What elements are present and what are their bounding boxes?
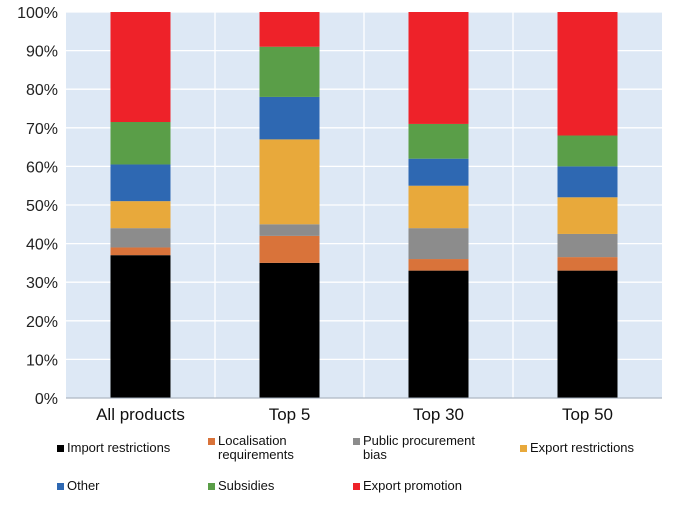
bar-segment-export-promotion (110, 12, 171, 123)
y-tick-label: 80% (26, 82, 58, 99)
bar-segment-import-restrictions (259, 262, 320, 398)
bar-segment-public-procurement-bias (259, 224, 320, 236)
legend-swatch-localisation-requirements (208, 438, 215, 445)
bar-segment-export-restrictions (110, 201, 171, 229)
bar-segment-import-restrictions (408, 270, 469, 398)
x-category-label: Top 30 (413, 405, 464, 424)
bar-segment-localisation-requirements (557, 257, 618, 271)
y-tick-label: 100% (17, 5, 58, 22)
legend-label-subsidies: Subsidies (218, 478, 275, 493)
stacked-bar-chart: 0% 10% 20% 30% 40% 50% 60% 70% 80% 90% 100% All pro… (17, 5, 662, 424)
legend-swatch-export-promotion (353, 483, 360, 490)
legend-item-export-promotion: Export promotion (353, 479, 462, 493)
bar-segment-public-procurement-bias (557, 233, 618, 258)
legend-label-export-promotion: Export promotion (363, 478, 462, 493)
legend-swatch-public-procurement-bias (353, 438, 360, 445)
x-category-label: All products (96, 405, 185, 424)
x-category-label: Top 5 (269, 405, 311, 424)
legend-item-export-restrictions: Export restrictions (520, 441, 634, 455)
y-tick-label: 10% (26, 352, 58, 369)
y-tick-label: 40% (26, 237, 58, 254)
bar-segment-export-restrictions (408, 185, 469, 229)
bar-segment-localisation-requirements (259, 235, 320, 263)
bar-segment-localisation-requirements (408, 259, 469, 271)
bar-segment-import-restrictions (110, 255, 171, 398)
legend-item-other: Other (57, 479, 100, 493)
legend-label-localisation-requirements: Localisation requirements (218, 433, 294, 462)
y-tick-label: 60% (26, 159, 58, 176)
bar-segment-localisation-requirements (110, 247, 171, 256)
legend-label-public-procurement-bias: Public procurement bias (363, 433, 475, 462)
legend-item-subsidies: Subsidies (208, 479, 274, 493)
legend-item-public-procurement-bias: Public procurement bias (353, 434, 475, 462)
bar-segment-other (259, 96, 320, 140)
y-tick-label: 90% (26, 44, 58, 61)
bar-segment-subsidies (259, 46, 320, 97)
bar-segment-other (408, 158, 469, 186)
bar-segment-export-restrictions (557, 197, 618, 234)
bar-segment-subsidies (408, 123, 469, 159)
bar-segment-public-procurement-bias (110, 228, 171, 248)
legend-swatch-export-restrictions (520, 445, 527, 452)
legend-label-other: Other (67, 478, 100, 493)
legend-swatch-subsidies (208, 483, 215, 490)
bar-segment-import-restrictions (557, 270, 618, 398)
bar-segment-subsidies (557, 135, 618, 167)
bar-segment-export-promotion (557, 12, 618, 136)
bar-segment-public-procurement-bias (408, 228, 469, 260)
legend-label-import-restrictions: Import restrictions (67, 440, 171, 455)
legend: Import restrictions Localisation require… (0, 430, 674, 506)
y-tick-label: 50% (26, 198, 58, 215)
bar-segment-export-promotion (408, 12, 469, 124)
bar-segment-other (557, 166, 618, 198)
y-tick-label: 70% (26, 121, 58, 138)
legend-item-localisation-requirements: Localisation requirements (208, 434, 294, 462)
bar-segment-export-promotion (259, 12, 320, 47)
bar-segment-export-restrictions (259, 139, 320, 225)
legend-swatch-other (57, 483, 64, 490)
y-tick-label: 0% (35, 391, 58, 408)
legend-swatch-import-restrictions (57, 445, 64, 452)
legend-item-import-restrictions: Import restrictions (57, 441, 170, 455)
legend-label-export-restrictions: Export restrictions (530, 440, 635, 455)
bar-segment-subsidies (110, 122, 171, 165)
bar-segment-other (110, 164, 171, 202)
y-tick-label: 30% (26, 275, 58, 292)
y-tick-label: 20% (26, 314, 58, 331)
x-category-label: Top 50 (562, 405, 613, 424)
